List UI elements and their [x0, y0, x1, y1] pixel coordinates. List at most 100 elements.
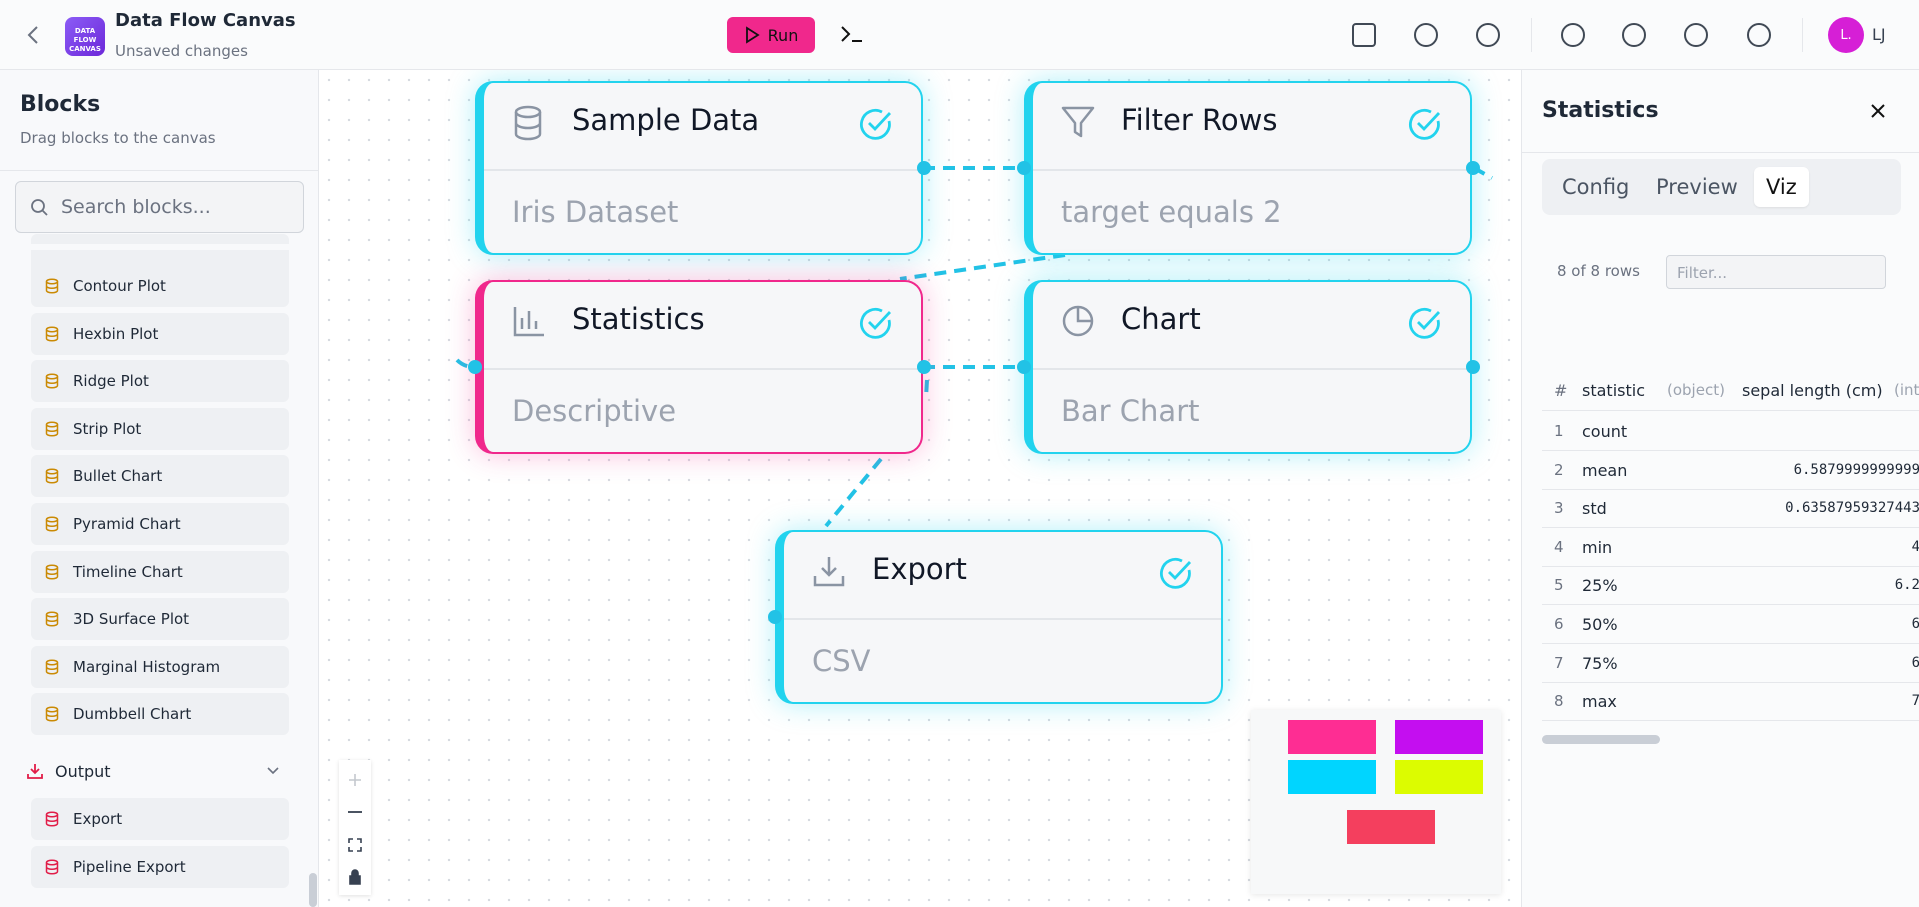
edge: [824, 457, 883, 528]
port[interactable]: [468, 360, 482, 374]
cell: 50%: [1582, 615, 1618, 634]
cell: 6.5879999999999: [1793, 461, 1919, 478]
cell: 25%: [1582, 576, 1618, 596]
sidebar-title: Blocks: [20, 92, 101, 117]
block-item[interactable]: Strip Plot: [31, 407, 289, 450]
column-header[interactable]: statistic: [1582, 381, 1645, 400]
edge: [455, 358, 475, 369]
node-icon: [514, 105, 542, 141]
node-divider: [484, 368, 921, 370]
search-placeholder: Search blocks...: [61, 196, 211, 218]
block-item[interactable]: Bullet Chart: [31, 455, 289, 498]
minimap: [1251, 710, 1501, 894]
avatar[interactable]: L.: [1828, 17, 1864, 53]
toolbar-button[interactable]: [1414, 23, 1438, 47]
status-icon: [1409, 108, 1441, 140]
block-item[interactable]: Ridge Plot: [31, 360, 289, 403]
row-index: 1: [1554, 422, 1564, 440]
lock[interactable]: [349, 869, 361, 885]
tabs: Config Preview Viz: [1542, 159, 1901, 215]
section-title[interactable]: Output: [55, 762, 111, 781]
run-button[interactable]: Run: [727, 17, 815, 53]
block-item[interactable]: Export: [31, 798, 289, 840]
zoom-in[interactable]: [349, 774, 361, 786]
cell: 6: [1912, 655, 1919, 671]
block-item[interactable]: Contour Plot: [31, 265, 289, 307]
block-item[interactable]: Marginal Histogram: [31, 645, 289, 688]
status-icon: [860, 108, 892, 140]
node[interactable]: Export CSV: [768, 530, 1223, 704]
status-icon: [1160, 557, 1192, 589]
tab[interactable]: Viz: [1754, 167, 1809, 207]
toolbar-button[interactable]: [1352, 23, 1376, 47]
table-row: 3 std 0.63587959327443: [1542, 489, 1919, 529]
sidebar: Blocks Drag blocks to the canvas Search …: [0, 70, 319, 907]
node-subtitle: Bar Chart: [1061, 394, 1200, 428]
divider: [1802, 18, 1803, 52]
block-item[interactable]: Pipeline Export: [31, 845, 289, 888]
row-index: 2: [1554, 460, 1564, 479]
row-index: 8: [1554, 692, 1564, 711]
toolbar-button[interactable]: [1684, 23, 1708, 47]
edge: [924, 379, 929, 399]
port[interactable]: [768, 610, 782, 624]
node-icon: [513, 307, 544, 337]
chevron[interactable]: [266, 766, 280, 776]
logo: DATA FLOW CANVAS: [65, 17, 105, 56]
toolbar-button[interactable]: [1622, 23, 1646, 47]
node-title: Statistics: [572, 302, 705, 336]
block-item[interactable]: Pyramid Chart: [31, 503, 289, 545]
back-button[interactable]: [24, 24, 44, 46]
table-row: 2 mean 6.5879999999999: [1542, 451, 1919, 490]
toolbar-button[interactable]: [1476, 23, 1500, 47]
node-icon: [1062, 305, 1094, 337]
node-subtitle: Descriptive: [512, 394, 677, 428]
cell: max: [1582, 692, 1617, 712]
cell: 4: [1912, 539, 1919, 555]
column-header[interactable]: sepal length (cm): [1742, 381, 1883, 400]
port[interactable]: [917, 360, 931, 374]
cell: 6: [1912, 616, 1919, 632]
header: DATA FLOW CANVAS Data Flow Canvas Unsave…: [0, 0, 1919, 70]
port[interactable]: [1017, 161, 1031, 175]
port[interactable]: [1466, 161, 1480, 175]
block-item[interactable]: Dumbbell Chart: [31, 693, 289, 736]
save-status: Unsaved changes: [115, 42, 248, 60]
cell: 7: [1912, 693, 1919, 709]
sidebar-subtitle: Drag blocks to the canvas: [20, 129, 216, 147]
cell: count: [1582, 422, 1628, 441]
node-icon: [813, 557, 845, 587]
fit-view[interactable]: [348, 838, 362, 852]
row-index: 6: [1554, 615, 1564, 633]
block-item[interactable]: Timeline Chart: [31, 550, 289, 593]
divider: [1522, 152, 1919, 153]
block-item[interactable]: Hexbin Plot: [31, 312, 289, 355]
port[interactable]: [1466, 360, 1480, 374]
tab[interactable]: Config: [1562, 175, 1630, 199]
tab[interactable]: Preview: [1656, 175, 1738, 199]
filter-input[interactable]: Filter...: [1666, 255, 1886, 289]
scrollbar: [309, 873, 317, 907]
node[interactable]: Filter Rows target equals 2: [1017, 81, 1480, 255]
terminal-button[interactable]: [840, 24, 864, 44]
table-row: 1 count: [1542, 412, 1919, 451]
column-type: (int): [1894, 381, 1919, 399]
row-count: 8 of 8 rows: [1557, 262, 1640, 280]
port[interactable]: [917, 161, 931, 175]
node[interactable]: Chart Bar Chart: [1017, 280, 1480, 454]
close-button[interactable]: [1869, 102, 1887, 120]
row-index: 7: [1554, 653, 1564, 672]
block-item[interactable]: 3D Surface Plot: [31, 598, 289, 641]
node[interactable]: Statistics Descriptive: [468, 280, 931, 454]
cell: 6.2: [1894, 577, 1919, 594]
node-title: Chart: [1121, 302, 1201, 336]
toolbar-button[interactable]: [1747, 23, 1771, 47]
node[interactable]: Sample Data Iris Dataset: [475, 81, 931, 255]
canvas: Sample Data Iris Dataset Filter Rows target…: [319, 70, 1521, 907]
table-row: 6 50% 6: [1542, 605, 1919, 644]
run-label: Run: [767, 25, 799, 45]
toolbar-button[interactable]: [1561, 23, 1585, 47]
port[interactable]: [1017, 360, 1031, 374]
table-row: 5 25% 6.2: [1542, 566, 1919, 606]
search-box[interactable]: Search blocks...: [15, 181, 304, 233]
